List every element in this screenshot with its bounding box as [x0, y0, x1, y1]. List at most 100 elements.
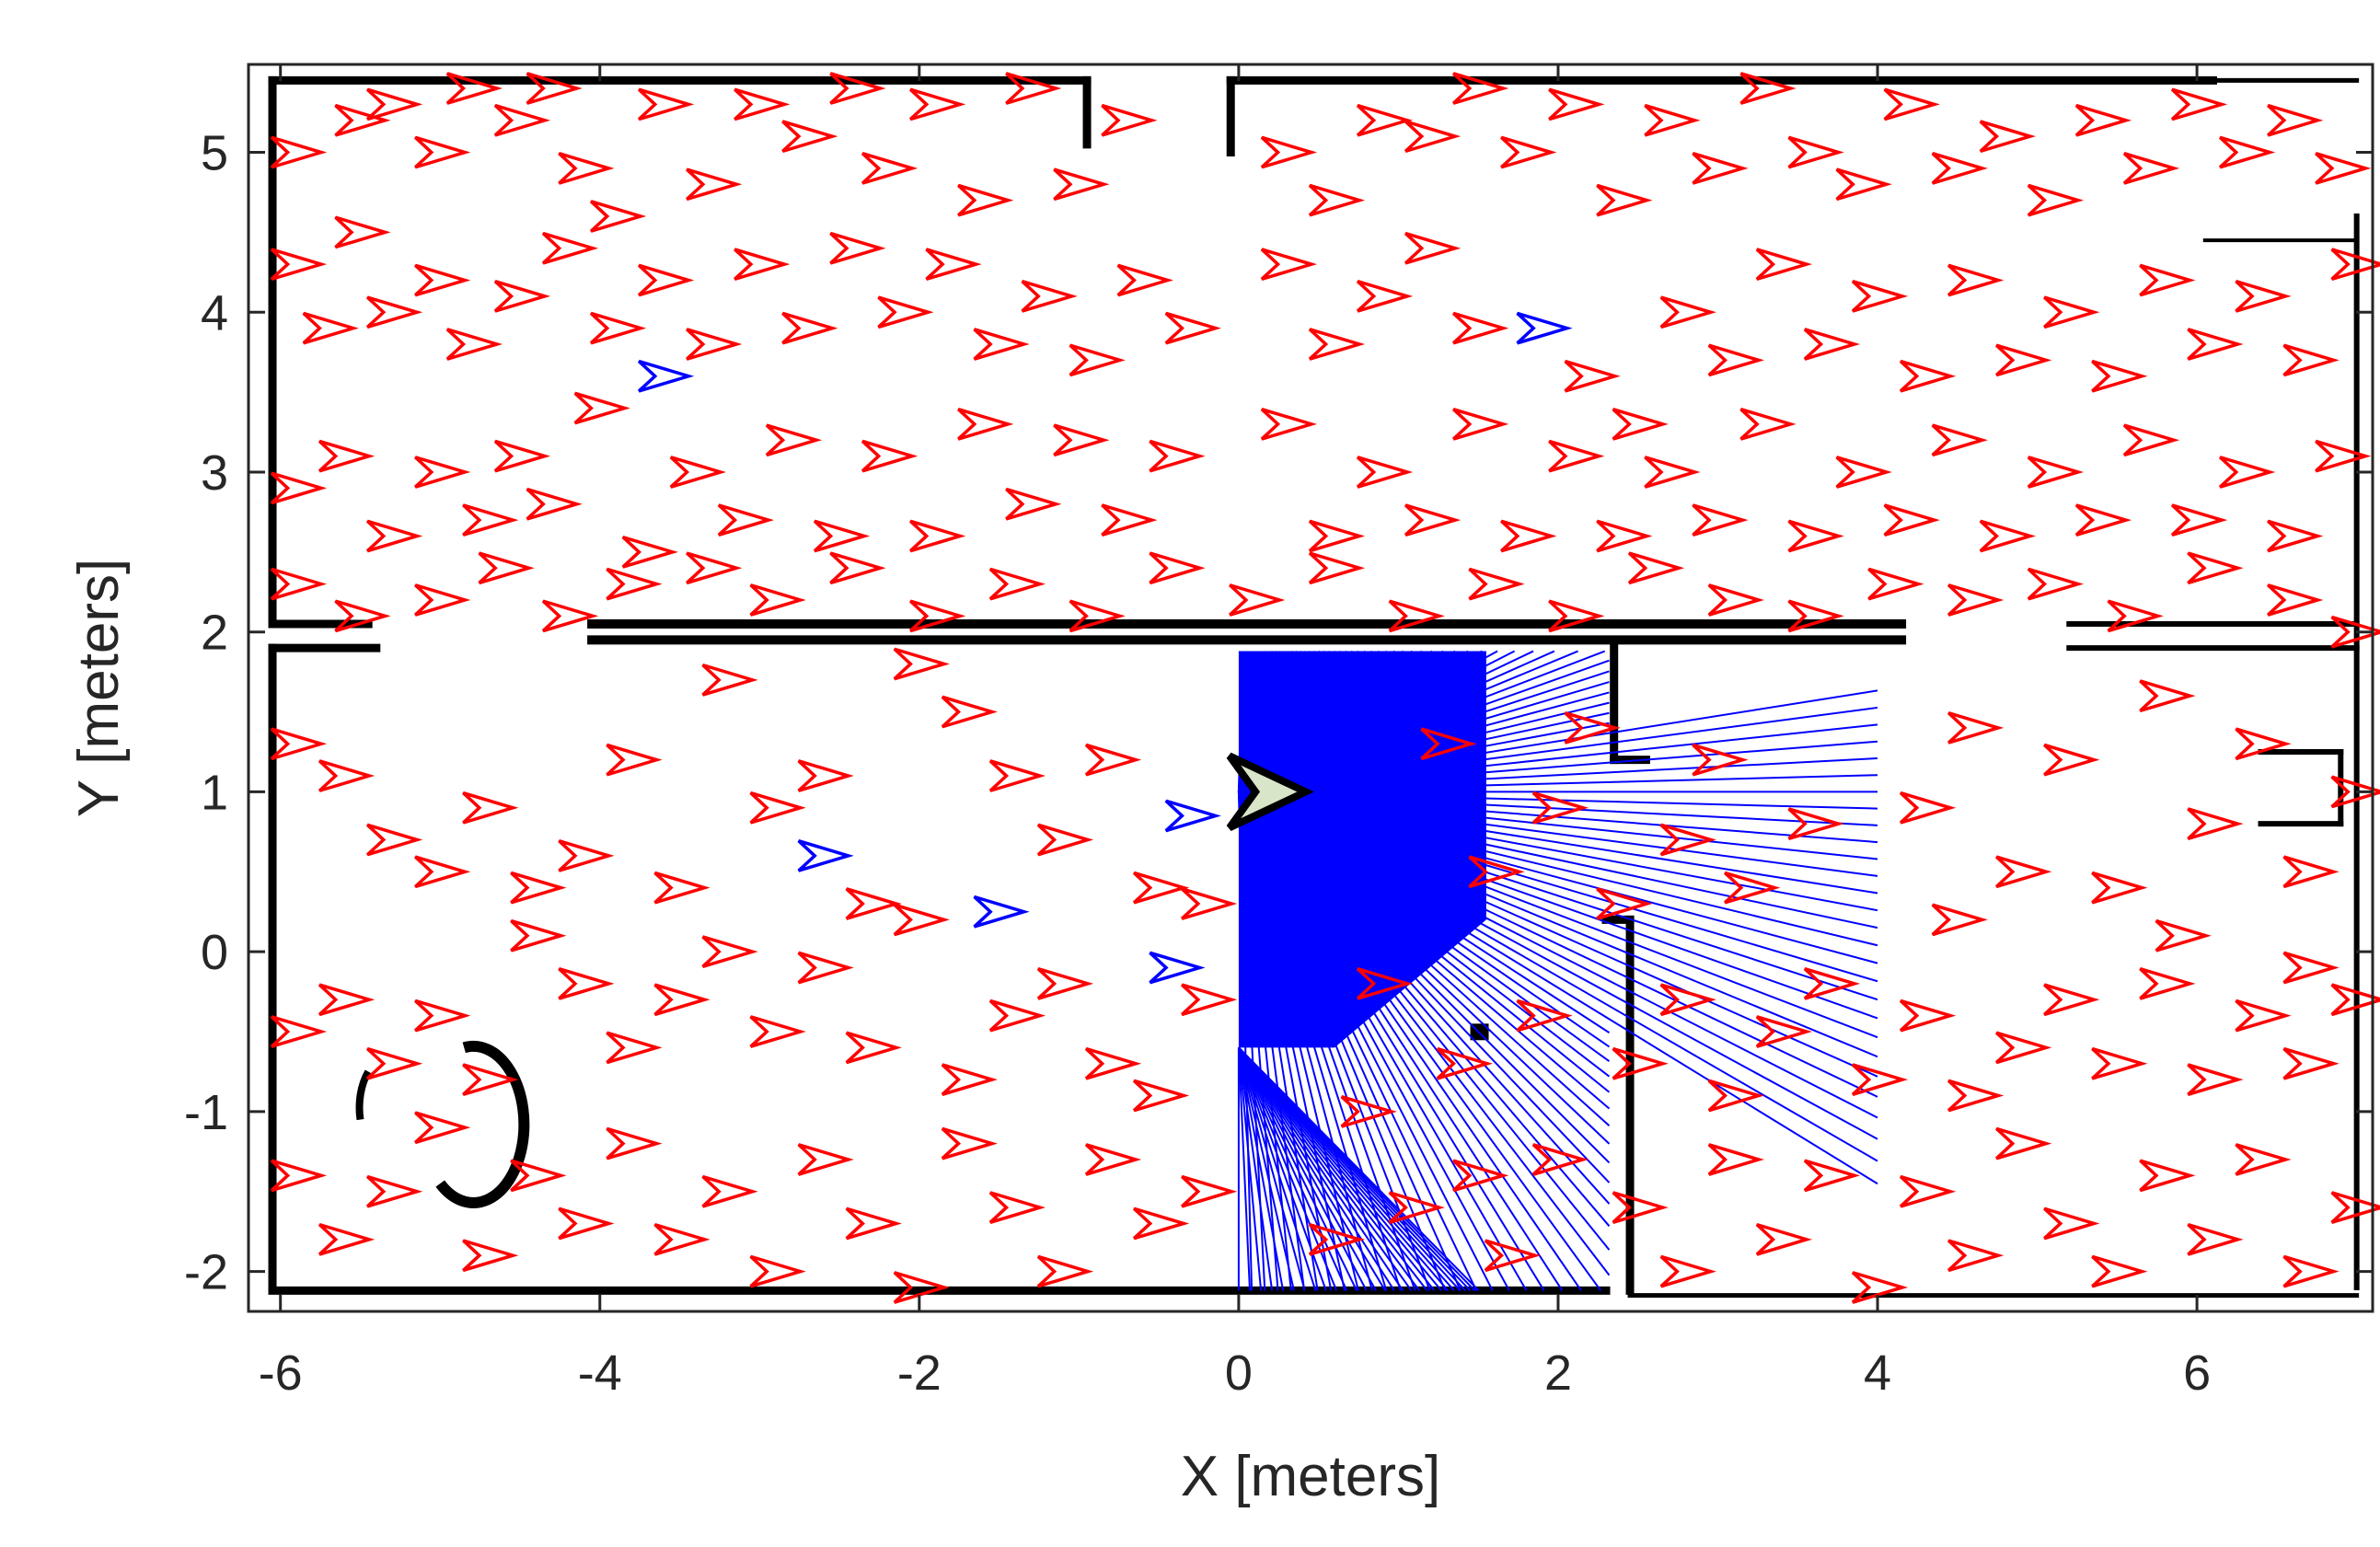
particle [1947, 1079, 2005, 1113]
particle [558, 967, 615, 1000]
laser-beam [1238, 650, 1498, 793]
particle [2074, 503, 2132, 537]
particle [414, 999, 471, 1033]
particle [1149, 439, 1206, 473]
particle [797, 1143, 854, 1176]
particle [1931, 903, 1988, 937]
particle [1883, 503, 1940, 537]
laser-beam [1238, 650, 1456, 793]
particle [2074, 103, 2132, 137]
particle [2235, 999, 2292, 1033]
particle [1436, 1046, 1493, 1080]
particle [270, 135, 328, 169]
particle [1851, 280, 1909, 313]
particle [541, 599, 599, 633]
particle [1452, 1159, 1509, 1193]
particle [1707, 1079, 1764, 1113]
best-particle [973, 895, 1030, 929]
particle [1724, 871, 1781, 905]
particle [2139, 967, 2196, 1000]
x-axis-label: X [meters] [1181, 1445, 1441, 1508]
particle [1867, 567, 1924, 601]
particle [526, 487, 583, 521]
particle [493, 103, 551, 137]
particle [1468, 855, 1525, 889]
y-tick-label: 1 [201, 765, 228, 820]
robot-marker [1226, 752, 1315, 832]
y-tick-label: 0 [201, 925, 228, 980]
particle [2139, 1159, 2196, 1193]
particle [2235, 280, 2292, 313]
particle [957, 183, 1014, 217]
particle [1947, 263, 2005, 297]
particle [270, 1159, 328, 1193]
particle [1356, 103, 1414, 137]
laser-beam [1238, 1046, 1421, 1292]
particle [558, 839, 615, 872]
particle [2187, 328, 2244, 361]
particle [845, 1206, 902, 1241]
particle [414, 583, 471, 617]
particle [2043, 1206, 2100, 1241]
particle [893, 903, 950, 937]
y-tick-label: 2 [201, 606, 228, 661]
particle [1596, 887, 1653, 920]
particle [829, 72, 886, 105]
particle [2282, 1254, 2340, 1288]
particle [1931, 152, 1988, 185]
particle [988, 759, 1046, 792]
laser-beam [1238, 650, 1578, 793]
particle [365, 295, 423, 329]
laser-beam [1238, 791, 1878, 983]
laser-beam [1238, 791, 1611, 1205]
particle [1404, 503, 1462, 537]
laser-beam [1238, 791, 1611, 1110]
particle [734, 248, 791, 282]
particle [925, 248, 982, 282]
laser-beam [1238, 650, 1516, 793]
laser-beam [1237, 791, 1346, 1291]
particle [462, 1063, 519, 1096]
laser-beam [1238, 791, 1878, 1185]
laser-beam [1238, 757, 1878, 793]
particle [1388, 1191, 1445, 1224]
best-particle [797, 839, 854, 872]
particle [1388, 599, 1445, 633]
particle [1036, 823, 1094, 857]
laser-beam [1238, 659, 1610, 793]
laser-beam [1238, 791, 1528, 1291]
particle [2235, 1143, 2292, 1176]
laser-beam [1238, 791, 1878, 877]
particle [1181, 1174, 1238, 1208]
laser-beam [1238, 791, 1878, 1001]
y-axis-ticks: -2 -1 0 1 2 3 4 5 [184, 126, 2373, 1300]
particle [445, 328, 503, 361]
particle [1132, 1079, 1190, 1113]
particle [365, 1046, 423, 1080]
laser-beam [1238, 650, 1534, 793]
laser-beam [1238, 1046, 1428, 1292]
laser-beam [1238, 791, 1878, 929]
particle [2282, 951, 2340, 985]
particle [781, 311, 838, 345]
x-tick-label: 6 [2183, 1345, 2211, 1401]
laser-beam [1237, 791, 1373, 1291]
particle [1755, 248, 1813, 282]
particle [2315, 439, 2372, 473]
laser-beam [1238, 701, 1610, 793]
particle [669, 456, 726, 489]
laser-beam [1238, 791, 1878, 826]
laser-beam [1238, 791, 1611, 1164]
particle [2187, 1063, 2244, 1096]
particle [1404, 120, 1462, 154]
particle [1340, 1094, 1397, 1128]
particle [686, 328, 743, 361]
laser-beam [1237, 791, 1416, 1291]
particle [414, 855, 471, 889]
particle [2330, 983, 2380, 1017]
particle [2330, 775, 2380, 809]
x-tick-label: 2 [1544, 1345, 1572, 1401]
particle [302, 311, 359, 345]
laser-beam [1237, 791, 1279, 1291]
particle [270, 567, 328, 601]
